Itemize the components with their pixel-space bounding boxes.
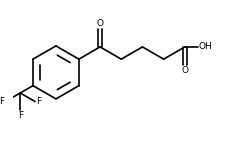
Text: OH: OH: [199, 42, 212, 51]
Text: O: O: [181, 66, 188, 75]
Text: F: F: [0, 97, 4, 106]
Text: F: F: [18, 111, 23, 120]
Text: F: F: [36, 97, 41, 106]
Text: O: O: [97, 19, 104, 28]
